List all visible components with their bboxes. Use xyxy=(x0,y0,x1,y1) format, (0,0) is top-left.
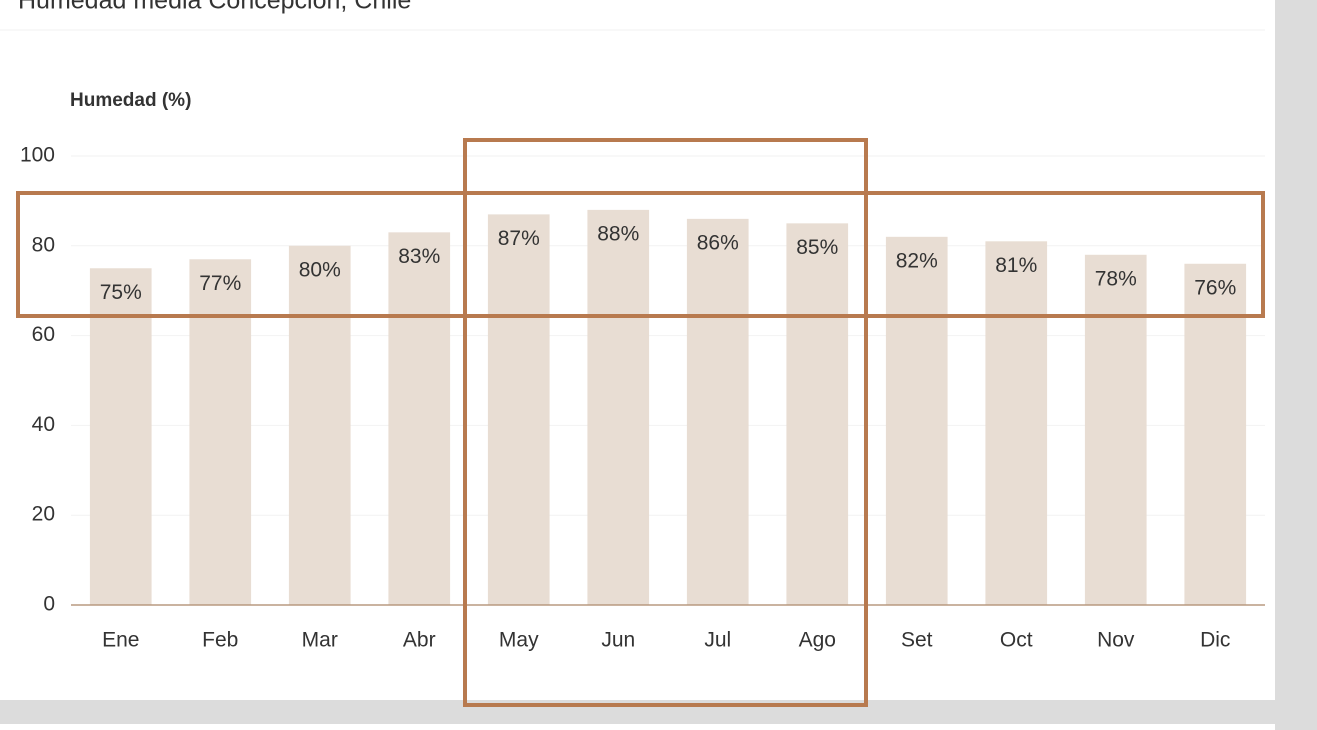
bar xyxy=(89,268,152,605)
value-label: 88% xyxy=(597,222,639,245)
value-label: 75% xyxy=(100,281,142,304)
value-label: 87% xyxy=(498,227,540,250)
chart-title: Humedad media Concepción, Chile xyxy=(18,0,411,15)
x-tick-label: Ago xyxy=(799,629,836,652)
x-tick-label: Ene xyxy=(102,629,139,652)
highlight-box xyxy=(16,191,1265,318)
lower-panel xyxy=(0,724,1275,730)
y-axis-label: Humedad (%) xyxy=(70,90,191,111)
bar xyxy=(487,214,550,605)
x-tick-label: Set xyxy=(901,629,933,652)
value-label: 78% xyxy=(1095,267,1137,290)
x-tick-label: Mar xyxy=(302,629,338,652)
value-label: 85% xyxy=(796,236,838,259)
value-label: 76% xyxy=(1194,276,1236,299)
bar xyxy=(686,218,749,606)
y-tick-label: 0 xyxy=(43,593,55,616)
bar xyxy=(587,209,650,605)
bar xyxy=(985,241,1048,605)
bar xyxy=(1184,263,1247,605)
bar xyxy=(1084,254,1147,605)
x-tick-label: Nov xyxy=(1097,629,1135,652)
value-label: 82% xyxy=(896,249,938,272)
bar xyxy=(786,223,849,605)
value-label: 83% xyxy=(398,245,440,268)
bar xyxy=(885,236,948,605)
x-tick-label: Oct xyxy=(1000,629,1033,652)
y-tick-label: 80 xyxy=(32,233,55,256)
y-tick-label: 60 xyxy=(32,323,55,346)
y-tick-label: 20 xyxy=(32,503,55,526)
bar xyxy=(388,232,451,605)
value-label: 86% xyxy=(697,231,739,254)
value-label: 81% xyxy=(995,254,1037,277)
highlight-box xyxy=(463,138,868,707)
x-tick-label: Jun xyxy=(601,629,635,652)
x-tick-label: Abr xyxy=(403,629,436,652)
value-label: 80% xyxy=(299,258,341,281)
bar xyxy=(189,259,252,605)
x-tick-label: May xyxy=(499,629,539,652)
x-tick-label: Jul xyxy=(704,629,731,652)
bar xyxy=(288,245,351,606)
x-tick-label: Feb xyxy=(202,629,238,652)
y-tick-label: 40 xyxy=(32,413,55,436)
x-tick-label: Dic xyxy=(1200,629,1230,652)
value-label: 77% xyxy=(199,272,241,295)
y-tick-label: 100 xyxy=(20,144,55,167)
